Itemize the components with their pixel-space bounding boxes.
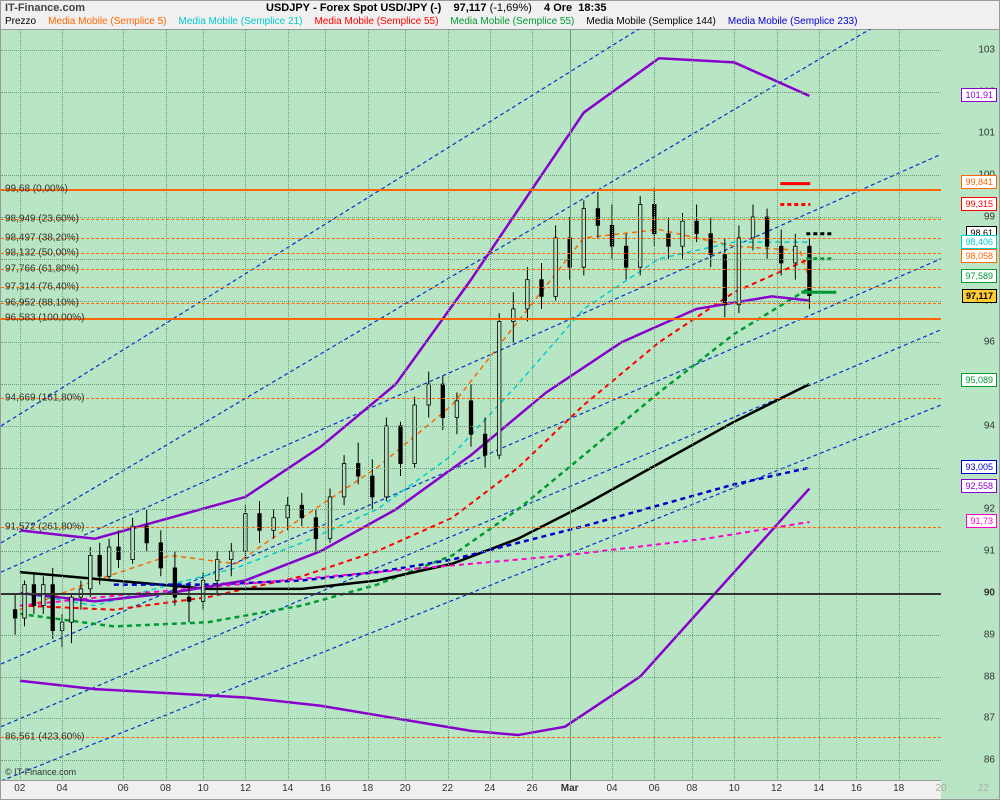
y-tick: 91 <box>984 546 995 557</box>
y-value-label: 98,406 <box>961 235 997 249</box>
legend-item: Media Mobile (Semplice 55) <box>450 16 574 27</box>
x-tick: 16 <box>851 783 862 794</box>
copyright: © IT-Finance.com <box>5 767 76 777</box>
fib-label: 99,68 (0,00%) <box>5 183 68 194</box>
fib-label: 97,314 (76,40%) <box>5 282 79 293</box>
legend-item: Media Mobile (Semplice 144) <box>586 16 716 27</box>
y-value-label: 99,841 <box>961 175 997 189</box>
x-tick: 12 <box>771 783 782 794</box>
x-tick: 26 <box>527 783 538 794</box>
y-tick: 86 <box>984 755 995 766</box>
x-tick: 14 <box>813 783 824 794</box>
fib-label: 96,583 (100,00%) <box>5 312 85 323</box>
symbol: USDJPY <box>266 2 310 14</box>
x-tick: 04 <box>606 783 617 794</box>
x-tick: 08 <box>686 783 697 794</box>
legend: Prezzo Media Mobile (Semplice 5) Media Mob… <box>5 16 995 27</box>
y-value-label: 95,089 <box>961 373 997 387</box>
legend-item: Media Mobile (Semplice 21) <box>179 16 303 27</box>
fib-label: 97,766 (61,80%) <box>5 263 79 274</box>
y-value-label: 99,315 <box>961 197 997 211</box>
y-tick: 101 <box>978 128 995 139</box>
y-value-label: 91,73 <box>966 514 997 528</box>
x-tick: 14 <box>282 783 293 794</box>
timeframe: 4 Ore <box>544 2 572 14</box>
chart-title: USDJPY - Forex Spot USD/JPY (-) 97,117 (… <box>266 2 606 14</box>
fib-label: 86,561 (423,60%) <box>5 731 85 742</box>
y-tick: 94 <box>984 420 995 431</box>
legend-item: Prezzo <box>5 16 36 27</box>
x-tick: 18 <box>362 783 373 794</box>
y-axis: 8687888990919293949596979899100101102103… <box>941 29 999 781</box>
fib-label: 96,952 (88,10%) <box>5 297 79 308</box>
fib-label: 94,669 (161,80%) <box>5 392 85 403</box>
fib-label: 98,132 (50,00%) <box>5 248 79 259</box>
site-label: IT-Finance.com <box>5 2 85 14</box>
y-value-label: 97,589 <box>961 269 997 283</box>
y-tick: 103 <box>978 44 995 55</box>
price: 97,117 <box>454 2 487 14</box>
x-tick: 12 <box>240 783 251 794</box>
chart-container: IT-Finance.com USDJPY - Forex Spot USD/J… <box>0 0 1000 800</box>
legend-item: Media Mobile (Semplice 55) <box>314 16 438 27</box>
x-tick: 10 <box>198 783 209 794</box>
y-value-label: 101,91 <box>961 88 997 102</box>
x-tick: 10 <box>729 783 740 794</box>
y-value-label: 93,005 <box>961 460 997 474</box>
y-tick: 99 <box>984 212 995 223</box>
y-value-label: 92,558 <box>961 479 997 493</box>
legend-item: Media Mobile (Semplice 233) <box>728 16 858 27</box>
x-tick: 18 <box>893 783 904 794</box>
x-tick: 06 <box>649 783 660 794</box>
fib-label: 91,572 (261,80%) <box>5 522 85 533</box>
x-tick: 22 <box>442 783 453 794</box>
y-tick: 90 <box>984 588 995 599</box>
x-tick: 24 <box>484 783 495 794</box>
y-tick: 87 <box>984 713 995 724</box>
desc: Forex Spot USD/JPY (-) <box>320 2 441 14</box>
x-tick: 20 <box>400 783 411 794</box>
legend-item: Media Mobile (Semplice 5) <box>48 16 166 27</box>
time: 18:35 <box>578 2 606 14</box>
x-tick: 16 <box>320 783 331 794</box>
x-tick: 04 <box>57 783 68 794</box>
y-tick: 89 <box>984 629 995 640</box>
fib-label: 98,949 (23,60%) <box>5 214 79 225</box>
x-tick: Mar <box>561 783 579 794</box>
chart-svg <box>1 29 941 781</box>
chart-header: IT-Finance.com USDJPY - Forex Spot USD/J… <box>1 1 999 30</box>
y-value-label: 97,117 <box>962 289 997 303</box>
x-tick: 08 <box>160 783 171 794</box>
y-tick: 88 <box>984 671 995 682</box>
y-tick: 96 <box>984 337 995 348</box>
x-axis: 02 04 06 08 10 12 14 16 18 20 22 24 26 Mar 04 06 08 10 12 1… <box>1 780 941 799</box>
x-tick: 02 <box>14 783 25 794</box>
fib-label: 98,497 (38,20%) <box>5 233 79 244</box>
y-value-label: 98,058 <box>961 249 997 263</box>
plot-area[interactable]: 99,68 (0,00%) 98,949 (23,60%) 98,497 (38,2… <box>1 29 941 781</box>
x-tick: 06 <box>118 783 129 794</box>
change: (-1,69%) <box>490 2 532 14</box>
